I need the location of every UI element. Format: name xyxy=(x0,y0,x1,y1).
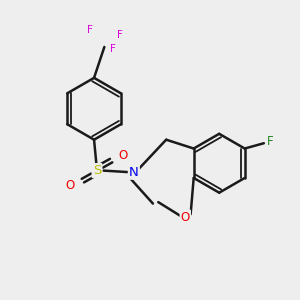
Text: F: F xyxy=(110,44,116,54)
Text: O: O xyxy=(66,179,75,192)
Text: F: F xyxy=(267,135,274,148)
Text: N: N xyxy=(129,166,139,178)
Text: O: O xyxy=(66,179,75,192)
Text: O: O xyxy=(181,211,190,224)
Text: S: S xyxy=(93,164,101,177)
Text: S: S xyxy=(93,164,101,177)
Text: O: O xyxy=(119,149,128,162)
Text: F: F xyxy=(87,25,93,35)
Text: F: F xyxy=(117,30,123,40)
Text: O: O xyxy=(181,211,190,224)
Text: N: N xyxy=(129,166,139,178)
Text: O: O xyxy=(119,149,128,162)
